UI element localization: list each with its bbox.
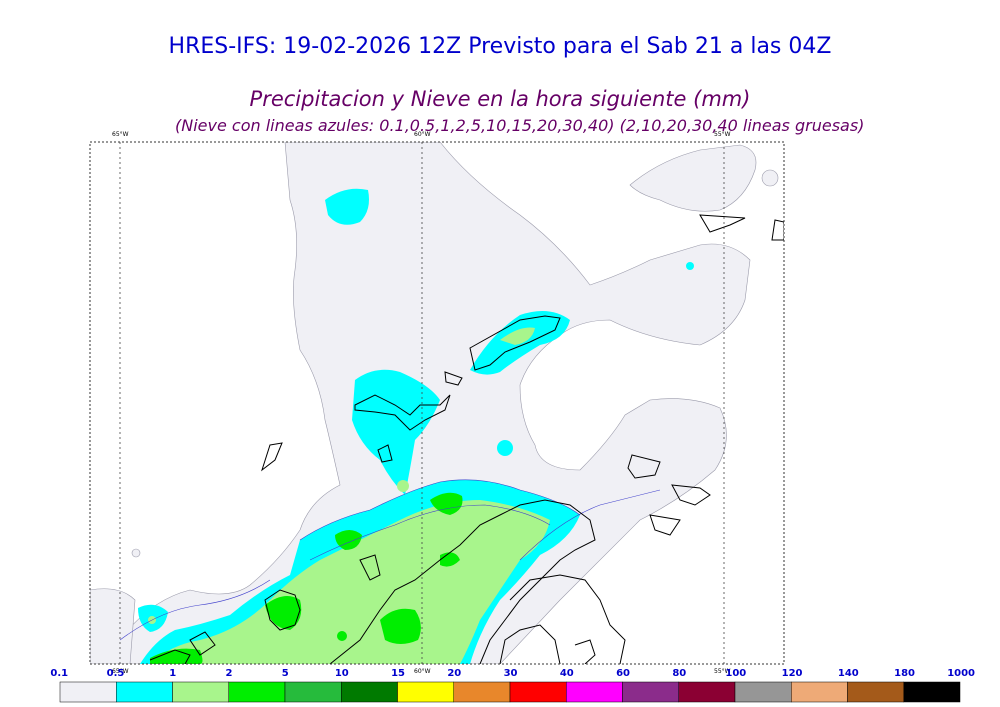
legend-label: 120 bbox=[781, 668, 803, 679]
legend-swatch bbox=[678, 681, 736, 703]
legend-swatch bbox=[622, 681, 679, 703]
legend-swatch bbox=[566, 681, 623, 703]
precip-area-cyan bbox=[325, 188, 369, 225]
precip-area-light-ne bbox=[629, 144, 757, 212]
longitude-label-60w: 60°W bbox=[414, 131, 431, 138]
legend-label: 30 bbox=[503, 668, 518, 679]
longitude-label-55w: 55°W bbox=[714, 131, 731, 138]
legend-label: 140 bbox=[837, 668, 859, 679]
precip-area-light-sw bbox=[90, 588, 136, 664]
map-title: HRES-IFS: 19-02-2026 12Z Previsto para e… bbox=[168, 34, 832, 59]
snow-contours bbox=[119, 479, 661, 641]
legend-swatch bbox=[847, 681, 904, 703]
legend-swatch bbox=[228, 681, 286, 703]
legend-swatch bbox=[734, 681, 792, 703]
legend-swatch bbox=[59, 681, 117, 703]
legend-label: 10 bbox=[334, 668, 349, 679]
legend-label: 1000 bbox=[947, 668, 976, 679]
coastlines bbox=[149, 214, 784, 664]
legend-bar bbox=[59, 681, 961, 703]
precip-area-green bbox=[430, 492, 463, 515]
meridians bbox=[119, 142, 725, 664]
map-subtitle-note: (Nieve con lineas azules: 0.1,0.5,1,2,5,… bbox=[175, 116, 865, 135]
longitude-label-60w-bottom: 60°W bbox=[414, 668, 431, 675]
longitude-label-65w-bottom: 65°W bbox=[112, 668, 129, 675]
legend-swatch bbox=[397, 681, 454, 703]
legend-swatch bbox=[903, 681, 961, 703]
legend-label: 100 bbox=[725, 668, 747, 679]
legend-swatch bbox=[116, 681, 173, 703]
legend-swatch bbox=[453, 681, 511, 703]
legend-label: 40 bbox=[559, 668, 574, 679]
legend-swatch bbox=[791, 681, 848, 703]
legend-label: 0.1 bbox=[50, 668, 69, 679]
legend-label: 80 bbox=[672, 668, 687, 679]
legend-label: 0.5 bbox=[106, 668, 125, 679]
legend-label: 5 bbox=[281, 668, 289, 679]
longitude-label-55w-bottom: 55°W bbox=[714, 668, 731, 675]
legend-label: 20 bbox=[447, 668, 462, 679]
legend-swatch bbox=[341, 681, 398, 703]
legend-label: 60 bbox=[616, 668, 631, 679]
legend-label: 2 bbox=[225, 668, 233, 679]
legend-swatch bbox=[172, 681, 229, 703]
legend-swatch bbox=[284, 681, 342, 703]
legend-swatch bbox=[509, 681, 567, 703]
legend-label: 180 bbox=[894, 668, 916, 679]
legend-label: 1 bbox=[169, 668, 177, 679]
map-subtitle: Precipitacion y Nieve en la hora siguien… bbox=[249, 87, 751, 111]
legend-label: 15 bbox=[391, 668, 406, 679]
longitude-label-65w: 65°W bbox=[112, 131, 129, 138]
precip-area-lightgreen bbox=[150, 500, 550, 664]
